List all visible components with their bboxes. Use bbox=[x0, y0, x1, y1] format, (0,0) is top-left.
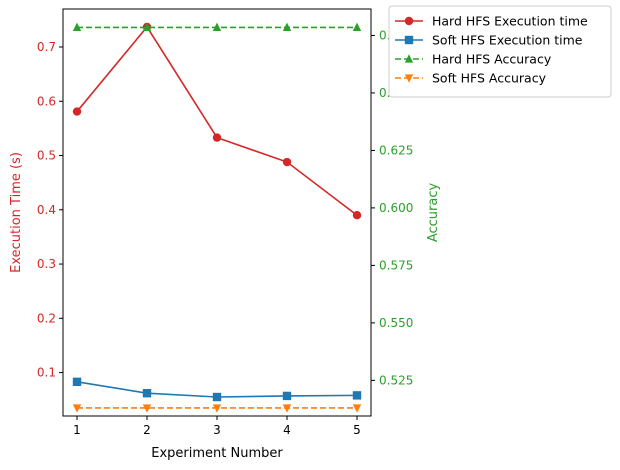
left-tick-label: 0.4 bbox=[37, 203, 56, 217]
legend-label: Hard HFS Execution time bbox=[432, 14, 588, 29]
right-tick-label: 0.525 bbox=[379, 373, 413, 387]
series-line bbox=[76, 25, 358, 216]
left-axis-ticks: 0.1 0.2 0.3 0.4 0.5 0.6 0.7 bbox=[37, 40, 63, 380]
data-point bbox=[282, 391, 292, 401]
data-point bbox=[142, 389, 152, 398]
series-hard-hfs-accuracy bbox=[72, 22, 362, 31]
series-soft-hfs-accuracy bbox=[72, 404, 362, 413]
data-point bbox=[282, 22, 292, 31]
left-axis-label: Execution Time (s) bbox=[9, 152, 24, 273]
plot-frame bbox=[62, 8, 372, 417]
x-tick-label: 2 bbox=[143, 423, 151, 437]
data-point bbox=[352, 22, 362, 31]
data-point bbox=[72, 404, 82, 413]
x-tick-label: 5 bbox=[353, 423, 361, 437]
right-tick-label: 0.625 bbox=[379, 143, 413, 157]
legend-label: Hard HFS Accuracy bbox=[432, 52, 552, 67]
legend-label: Soft HFS Execution time bbox=[432, 33, 583, 48]
legend-label: Soft HFS Accuracy bbox=[432, 71, 547, 86]
data-point bbox=[282, 157, 292, 167]
left-tick-label: 0.7 bbox=[37, 40, 56, 54]
x-tick-label: 4 bbox=[283, 423, 291, 437]
series-hard-hfs-execution-time bbox=[72, 22, 362, 220]
series-layer bbox=[72, 22, 362, 413]
left-tick-label: 0.5 bbox=[37, 149, 56, 163]
right-tick-label: 0.550 bbox=[379, 316, 413, 330]
right-tick-label: 0.600 bbox=[379, 201, 413, 215]
data-point bbox=[72, 107, 82, 116]
right-tick-label: 0.575 bbox=[379, 258, 413, 272]
data-point bbox=[212, 133, 222, 142]
left-tick-label: 0.3 bbox=[37, 257, 56, 271]
legend-marker bbox=[404, 74, 414, 83]
data-point bbox=[352, 211, 362, 220]
right-axis-label: Accuracy bbox=[426, 183, 441, 243]
data-point bbox=[72, 22, 82, 31]
x-tick-label: 1 bbox=[73, 423, 81, 437]
legend-marker bbox=[404, 35, 414, 45]
x-axis-ticks: 1 2 3 4 5 bbox=[73, 416, 361, 437]
legend-item: Soft HFS Execution time bbox=[395, 33, 583, 48]
left-tick-label: 0.1 bbox=[37, 366, 56, 380]
series-soft-hfs-execution-time bbox=[72, 377, 362, 402]
legend-item: Hard HFS Execution time bbox=[395, 14, 588, 29]
legend-marker bbox=[404, 16, 414, 26]
x-tick-label: 3 bbox=[213, 423, 221, 437]
data-point bbox=[282, 404, 292, 413]
data-point bbox=[212, 22, 222, 31]
legend-box bbox=[388, 5, 612, 98]
x-axis-label: Experiment Number bbox=[151, 446, 283, 461]
left-tick-label: 0.6 bbox=[37, 94, 56, 108]
left-tick-label: 0.2 bbox=[37, 311, 56, 325]
data-point bbox=[142, 22, 152, 31]
legend-item: Soft HFS Accuracy bbox=[395, 71, 547, 86]
data-point bbox=[352, 391, 362, 400]
data-point bbox=[142, 404, 152, 413]
data-point bbox=[212, 392, 222, 402]
data-point bbox=[212, 404, 222, 413]
legend-item: Hard HFS Accuracy bbox=[395, 52, 552, 67]
legend: Hard HFS Execution time Soft HFS Executio… bbox=[388, 5, 612, 98]
data-point bbox=[352, 404, 362, 413]
data-point bbox=[72, 377, 82, 387]
legend-marker bbox=[404, 54, 414, 63]
